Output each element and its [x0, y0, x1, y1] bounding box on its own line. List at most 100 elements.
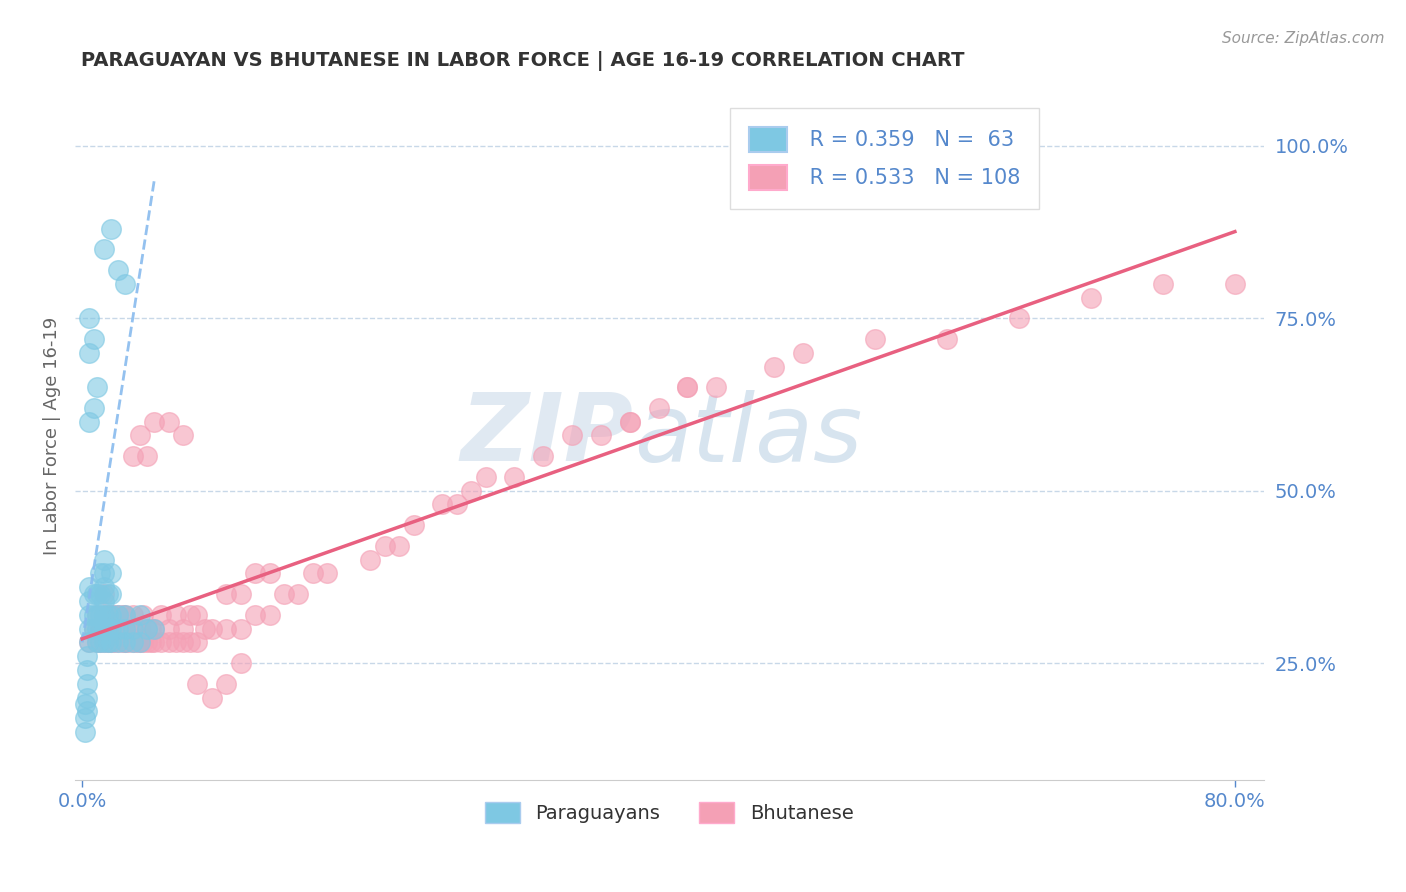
Point	[165, 607, 187, 622]
Point	[79, 622, 101, 636]
Point	[136, 622, 159, 636]
Point	[114, 622, 136, 636]
Point	[79, 607, 101, 622]
Point	[76, 663, 98, 677]
Point	[86, 635, 108, 649]
Text: ZIP: ZIP	[461, 390, 634, 482]
Point	[143, 415, 166, 429]
Point	[114, 622, 136, 636]
Point	[93, 566, 115, 581]
Point	[79, 415, 101, 429]
Point	[89, 587, 111, 601]
Point	[194, 622, 217, 636]
Point	[128, 428, 150, 442]
Point	[100, 587, 122, 601]
Point	[619, 415, 641, 429]
Point	[374, 539, 396, 553]
Point	[301, 566, 323, 581]
Point	[273, 587, 295, 601]
Point	[136, 449, 159, 463]
Point	[388, 539, 411, 553]
Point	[157, 635, 180, 649]
Point	[229, 622, 252, 636]
Point	[93, 622, 115, 636]
Point	[121, 607, 143, 622]
Point	[103, 607, 125, 622]
Point	[121, 622, 143, 636]
Point	[75, 711, 97, 725]
Point	[531, 449, 554, 463]
Point	[93, 580, 115, 594]
Point	[172, 622, 194, 636]
Point	[136, 635, 159, 649]
Point	[460, 483, 482, 498]
Point	[75, 725, 97, 739]
Point	[647, 401, 669, 415]
Point	[117, 622, 139, 636]
Point	[107, 635, 129, 649]
Point	[86, 622, 108, 636]
Text: Source: ZipAtlas.com: Source: ZipAtlas.com	[1222, 31, 1385, 46]
Point	[132, 607, 155, 622]
Point	[107, 607, 129, 622]
Point	[89, 635, 111, 649]
Point	[201, 622, 224, 636]
Point	[76, 677, 98, 691]
Point	[359, 552, 381, 566]
Point	[100, 607, 122, 622]
Point	[89, 635, 111, 649]
Point	[83, 332, 105, 346]
Point	[107, 622, 129, 636]
Point	[215, 677, 238, 691]
Point	[141, 622, 163, 636]
Point	[432, 498, 454, 512]
Point	[165, 635, 187, 649]
Point	[79, 345, 101, 359]
Point	[79, 580, 101, 594]
Point	[93, 594, 115, 608]
Point	[503, 470, 526, 484]
Point	[215, 622, 238, 636]
Point	[157, 415, 180, 429]
Point	[1152, 277, 1174, 291]
Point	[83, 607, 105, 622]
Point	[1008, 311, 1031, 326]
Point	[128, 635, 150, 649]
Point	[100, 635, 122, 649]
Point	[141, 635, 163, 649]
Point	[287, 587, 309, 601]
Point	[107, 622, 129, 636]
Point	[229, 587, 252, 601]
Point	[97, 635, 120, 649]
Point	[143, 622, 166, 636]
Point	[128, 622, 150, 636]
Point	[100, 607, 122, 622]
Point	[114, 635, 136, 649]
Point	[89, 566, 111, 581]
Point	[589, 428, 612, 442]
Point	[89, 622, 111, 636]
Point	[83, 401, 105, 415]
Point	[125, 622, 148, 636]
Point	[89, 607, 111, 622]
Point	[143, 622, 166, 636]
Point	[762, 359, 785, 374]
Point	[121, 635, 143, 649]
Point	[704, 380, 727, 394]
Point	[1080, 291, 1102, 305]
Point	[128, 607, 150, 622]
Point	[79, 635, 101, 649]
Point	[79, 311, 101, 326]
Point	[93, 607, 115, 622]
Point	[125, 635, 148, 649]
Point	[93, 622, 115, 636]
Point	[792, 345, 814, 359]
Point	[75, 698, 97, 712]
Text: PARAGUAYAN VS BHUTANESE IN LABOR FORCE | AGE 16-19 CORRELATION CHART: PARAGUAYAN VS BHUTANESE IN LABOR FORCE |…	[82, 51, 965, 70]
Point	[97, 587, 120, 601]
Point	[79, 635, 101, 649]
Point	[100, 622, 122, 636]
Point	[93, 635, 115, 649]
Point	[201, 690, 224, 705]
Point	[86, 380, 108, 394]
